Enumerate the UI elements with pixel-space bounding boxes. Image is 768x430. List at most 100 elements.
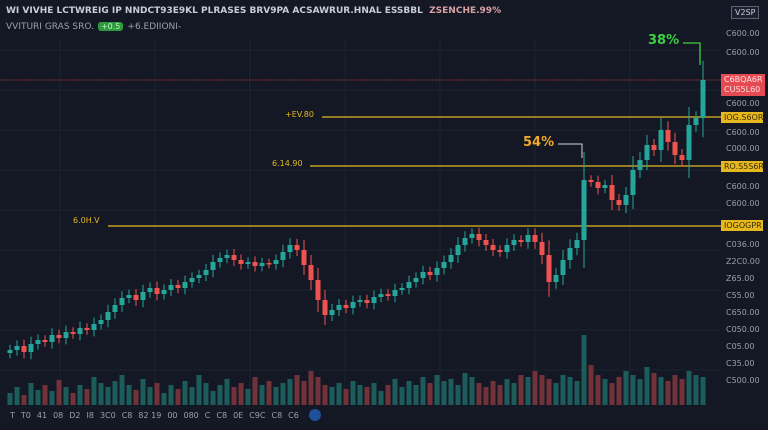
volume-bar (168, 385, 174, 405)
volume-bar (553, 383, 559, 405)
candle-body (434, 268, 440, 275)
candle-body (84, 328, 90, 330)
volume-bar (399, 387, 405, 405)
volume-bar (147, 387, 153, 405)
candle-body (196, 275, 202, 278)
candle-body (105, 312, 111, 320)
level-axis-label-3: IOGOGPR (721, 220, 763, 231)
candle-body (224, 255, 230, 258)
candle-body (14, 346, 20, 350)
candle-body (399, 288, 405, 290)
candle-body (672, 142, 678, 155)
candle-body (7, 350, 13, 353)
volume-bar (154, 383, 160, 405)
candle-body (651, 145, 657, 150)
time-tick-label: 41 (36, 410, 48, 420)
candle-body (441, 262, 447, 268)
goto-realtime-icon[interactable] (308, 409, 321, 421)
candle-body (665, 130, 671, 142)
volume-bar (343, 389, 349, 405)
time-tick-label: I8 (86, 410, 94, 420)
currency-selector[interactable]: V2SP (731, 6, 760, 19)
price-tick-label: C600.00 (726, 199, 760, 208)
volume-bar (63, 387, 69, 405)
time-axis[interactable]: T T0 41 08 D2 I8 3C0 C8 82 19 00 080 C C8 0E C9C C8 C6 (10, 409, 321, 421)
candle-body (581, 180, 587, 240)
volume-bar (504, 379, 510, 405)
candle-body (427, 272, 433, 275)
volume-bar (602, 379, 608, 405)
chart-title: WI VIVHE LCTWREIG IP NNDCT93E9KL PLRASES… (6, 6, 502, 16)
volume-bar (364, 387, 370, 405)
candle-body (595, 182, 601, 188)
volume-bar (448, 379, 454, 405)
candle-body (189, 278, 195, 282)
candle-body (413, 278, 419, 282)
volume-bar (497, 385, 503, 405)
volume-bar (182, 381, 188, 405)
candle-body (182, 282, 188, 288)
volume-bar (371, 383, 377, 405)
volume-bar (658, 377, 664, 405)
candle-body (56, 335, 62, 338)
volume-bar (700, 377, 706, 405)
candle-body (322, 300, 328, 315)
price-tick-label: Z65.00 (726, 274, 755, 283)
candle-body (147, 288, 153, 292)
time-tick-label: 0E (233, 410, 244, 420)
price-tick-label: C050.00 (726, 325, 760, 334)
candle-body (329, 310, 335, 315)
volume-bar (413, 385, 419, 405)
candle-body (28, 344, 34, 352)
volume-bar (637, 379, 643, 405)
price-tick-label: C600.00 (726, 182, 760, 191)
candle-body (91, 324, 97, 330)
candle-body (259, 263, 265, 266)
price-tick-label: C55.00 (726, 291, 755, 300)
volume-bar (434, 375, 440, 405)
level-axis-label-2: RO.S5S6R (721, 161, 764, 172)
volume-bar (287, 379, 293, 405)
candle-body (301, 250, 307, 265)
volume-bar (581, 335, 587, 405)
volume-bar (532, 371, 538, 405)
candle-body (574, 240, 580, 248)
candle-body (616, 200, 622, 205)
volume-bar (483, 387, 489, 405)
volume-bar (217, 385, 223, 405)
volume-bar (385, 385, 391, 405)
candle-body (546, 255, 552, 282)
volume-bar (476, 383, 482, 405)
volume-bar (280, 383, 286, 405)
volume-bar (357, 385, 363, 405)
time-tick-label: T0 (20, 410, 31, 420)
volume-bar (378, 391, 384, 405)
candle-body (511, 240, 517, 245)
candle-body (266, 263, 272, 265)
price-tick-label: C600.00 (726, 128, 760, 137)
volume-bar (14, 387, 20, 405)
volume-bar (679, 379, 685, 405)
chart-subtitle: VVITURI GRAS SRO. +0.5 +6.EDIIONI- (6, 22, 182, 32)
volume-bar (525, 377, 531, 405)
volume-bar (672, 375, 678, 405)
volume-bar (588, 365, 594, 405)
candle-body (273, 260, 279, 264)
annotation-leader (558, 143, 583, 158)
change-badge: +0.5 (97, 22, 124, 31)
volume-bar (133, 390, 139, 405)
candle-body (364, 300, 370, 303)
candle-body (343, 305, 349, 308)
candle-body (161, 290, 167, 294)
time-tick-label: C9C (249, 410, 266, 420)
candle-body (392, 290, 398, 296)
candle-body (126, 295, 132, 298)
candle-body (35, 340, 41, 344)
level-label-2: 6.14.90 (272, 159, 303, 168)
time-tick-label: C8 (121, 410, 133, 420)
volume-bar (420, 377, 426, 405)
volume-bar (273, 387, 279, 405)
candle-body (315, 280, 321, 300)
candle-body (532, 235, 538, 242)
time-tick-label: 08 (53, 410, 64, 420)
